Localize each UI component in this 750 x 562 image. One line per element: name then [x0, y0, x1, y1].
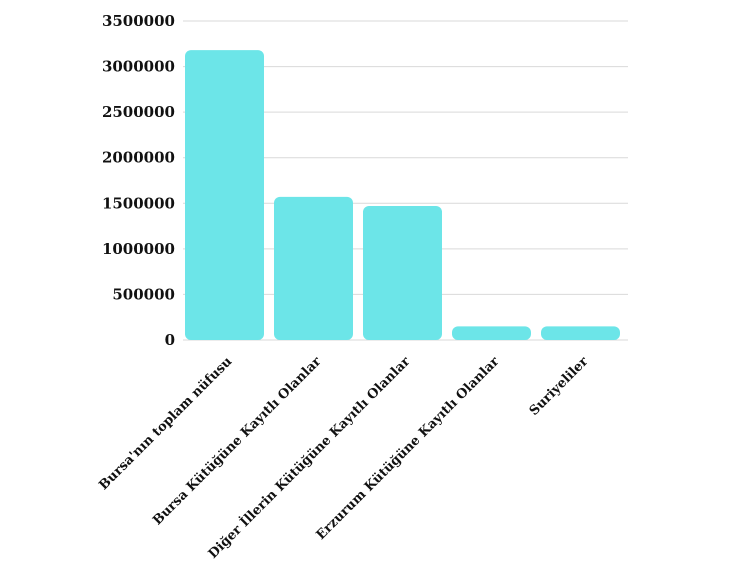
y-tick-label: 3000000	[102, 58, 175, 76]
bars	[185, 50, 620, 341]
y-tick-label: 500000	[112, 285, 175, 303]
y-tick-label: 2000000	[102, 149, 175, 167]
y-tick-label: 2500000	[102, 103, 175, 121]
x-tick-label: Diğer İllerin Kütüğüne Kayıtlı Olanlar	[205, 353, 413, 561]
x-tick-label: Erzurum Kütüğüne Kayıtlı Olanlar	[314, 354, 503, 543]
bar	[185, 50, 264, 341]
x-tick-label: Suriyeliler	[527, 354, 592, 419]
bar	[452, 326, 531, 340]
y-axis-tick-labels: 0 500000 1000000 1500000 2000000 2500000 30000…	[102, 12, 175, 349]
y-tick-label: 1500000	[102, 194, 175, 212]
bar	[274, 196, 353, 340]
x-tick-label: Bursa Kütüğüne Kayıtlı Olanlar	[150, 354, 324, 528]
y-tick-label: 3500000	[102, 12, 175, 30]
bar	[363, 206, 442, 340]
y-tick-label: 0	[165, 331, 175, 349]
bar	[541, 326, 620, 340]
y-tick-label: 1000000	[102, 240, 175, 258]
